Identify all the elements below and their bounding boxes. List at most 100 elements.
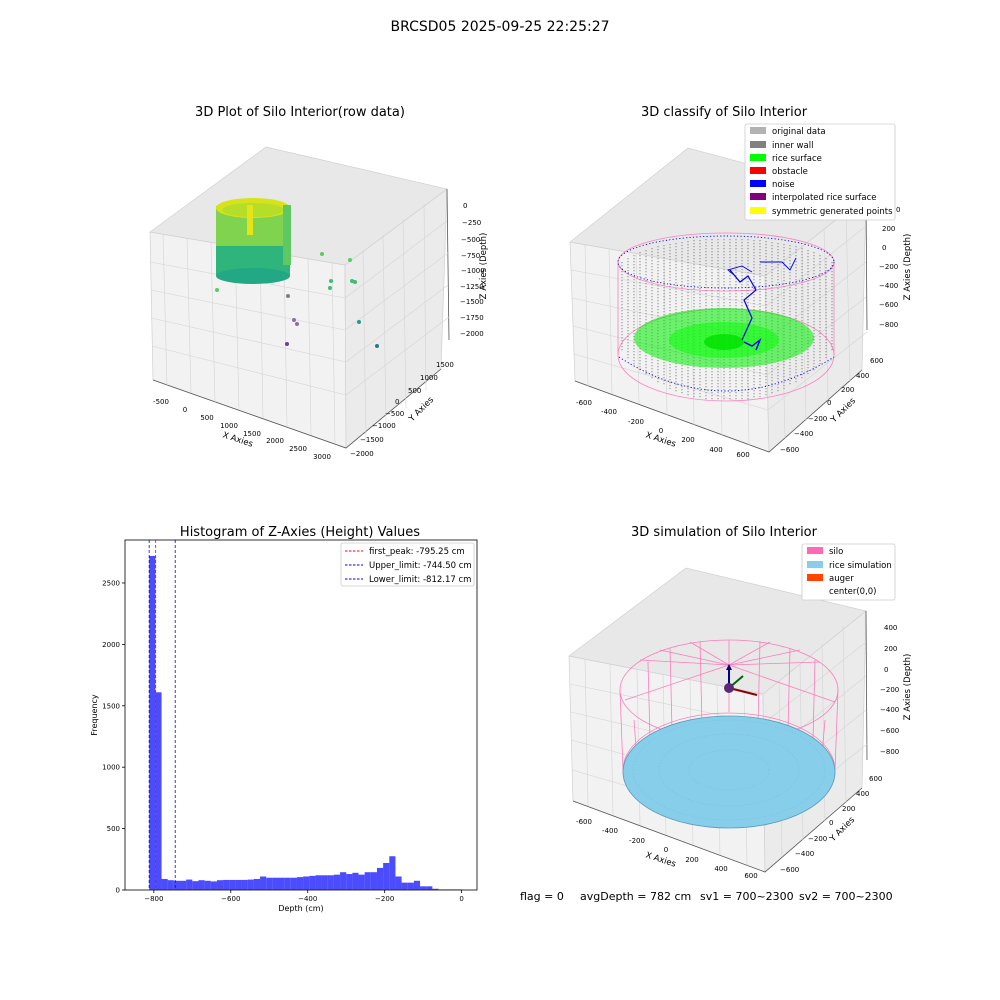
hist-bar: [260, 876, 267, 890]
hist-bar: [216, 880, 224, 890]
hist-xtick-label: −200: [375, 895, 394, 903]
hist-bar: [315, 875, 322, 890]
hist-bar: [426, 886, 433, 890]
sim-ztick: −800: [880, 748, 899, 756]
hist-xlabel: Depth (cm): [278, 904, 323, 913]
hist-ytick-label: 1000: [102, 764, 120, 772]
hist-bar: [352, 872, 359, 890]
hist-bar: [296, 877, 304, 890]
legend-label: silo: [829, 547, 843, 557]
hist-bar: [456, 889, 462, 890]
raw-ztick: −1750: [460, 314, 484, 322]
hist-bar: [284, 877, 291, 890]
hist-bar: [161, 878, 168, 890]
hist-bar: [321, 875, 328, 890]
hist-title: Histogram of Z-Axies (Height) Values: [180, 525, 420, 540]
classify-ytick: 600: [870, 357, 883, 365]
classify-xtick: -400: [601, 408, 617, 416]
hist-bar: [340, 872, 347, 890]
avg-depth-text: avgDepth = 782 cm: [580, 890, 691, 903]
sim-ytick: 200: [842, 805, 855, 813]
hist-bar: [210, 881, 217, 890]
legend-swatch: [807, 561, 823, 568]
classify-ytick: 400: [856, 372, 869, 380]
sim-ytick: −400: [795, 850, 814, 858]
sim-xlabel: X Axies: [644, 850, 677, 869]
legend-label: rice simulation: [829, 561, 892, 571]
classify-point-cloud: [617, 232, 835, 402]
hist-bar: [223, 879, 230, 890]
classify-ytick: −200: [808, 415, 827, 423]
classify-x-ticklabels: -600 -400 -200 0 200 400 600: [576, 399, 750, 459]
classify-ytick: −600: [780, 446, 799, 454]
hist-bar: [247, 879, 254, 890]
raw-z-ticklabels: 0 −250 −500 −750 −1000 −1250 −1500 −1750…: [460, 202, 485, 338]
raw-ytick: −500: [385, 410, 404, 418]
simulation-panel: 3D simulation of Silo Interior: [568, 525, 913, 880]
sim-ytick: 0: [829, 819, 833, 827]
sim-ztick: 200: [884, 645, 897, 653]
sim-ytick: −600: [780, 866, 799, 874]
hist-bar: [450, 889, 457, 890]
sim-ytick: 400: [856, 790, 869, 798]
raw-xtick: 2000: [266, 437, 284, 445]
sv1-text: sv1 = 700~2300: [700, 890, 794, 903]
classify-panel: 3D classify of Silo Interior: [569, 105, 913, 459]
raw-ztick: −1250: [460, 283, 484, 291]
legend-label: auger: [829, 574, 854, 584]
classify-ztick: 200: [882, 225, 895, 233]
hist-bar: [358, 874, 365, 890]
classify-ztick: −400: [879, 282, 898, 290]
hist-bar: [241, 879, 248, 890]
hist-bar: [401, 882, 408, 890]
legend-label: Upper_limit: -744.50 cm: [369, 561, 472, 571]
hist-ylabel: Frequency: [90, 694, 99, 736]
hist-bar: [155, 692, 162, 890]
hist-plot-area: [124, 539, 478, 891]
rice-simulation-surface: [622, 715, 836, 829]
hist-bar: [303, 876, 310, 890]
legend-swatch: [750, 207, 766, 214]
raw-ytick: 1500: [436, 361, 454, 369]
classify-z-ticklabels: 200 0 −200 −400 −600 −800 0: [879, 206, 900, 329]
hist-bar: [327, 875, 334, 890]
raw-x-ticklabels: -500 0 500 1000 1500 2000 2500 3000: [153, 398, 331, 461]
hist-ytick-label: 2500: [102, 579, 120, 587]
hist-bar: [346, 874, 353, 890]
hist-bar: [180, 880, 187, 890]
hist-ytick-label: 2000: [102, 641, 120, 649]
classify-y-ticklabels: 600 400 200 0 −200 −400 −600: [780, 357, 883, 454]
hist-y-ticks: 0 500 1000 1500 2000 2500: [102, 579, 125, 895]
hist-legend: first_peak: -795.25 cm Upper_limit: -744…: [340, 542, 475, 587]
hist-bar: [309, 875, 316, 890]
classify-xtick: 0: [659, 427, 663, 435]
hist-bar: [266, 877, 273, 890]
classify-ztick: −600: [879, 301, 898, 309]
raw-ytick: −1000: [372, 422, 396, 430]
raw-ytick: 1000: [420, 374, 438, 382]
legend-label: rice surface: [772, 154, 822, 164]
legend-swatch: [750, 141, 766, 148]
raw-xtick: 500: [200, 414, 213, 422]
classify-ztick: −200: [879, 263, 898, 271]
raw-ytick: 0: [395, 398, 399, 406]
classify-ytick: 200: [841, 386, 854, 394]
hist-bar: [333, 874, 341, 890]
legend-label: inner wall: [772, 141, 813, 151]
sim-ztick: −200: [880, 686, 899, 694]
sim-xtick: 0: [664, 846, 668, 854]
hist-bar: [229, 879, 236, 890]
legend-label: symmetric generated points: [772, 207, 893, 217]
hist-bar: [204, 880, 211, 890]
sim-ztick: −600: [880, 727, 899, 735]
raw-ytick: −1500: [360, 436, 384, 444]
hist-bar: [420, 886, 427, 890]
hist-bar: [278, 877, 285, 890]
raw-ztick: 0: [463, 202, 467, 210]
hist-bar: [290, 877, 297, 890]
hist-bar: [253, 878, 261, 890]
raw-ztick: −500: [461, 236, 480, 244]
hist-xtick-label: −800: [144, 895, 163, 903]
hist-bar: [192, 881, 199, 890]
raw-y-ticklabels: 1500 1000 500 0 −500 −1000 −1500 −2000: [350, 361, 454, 458]
